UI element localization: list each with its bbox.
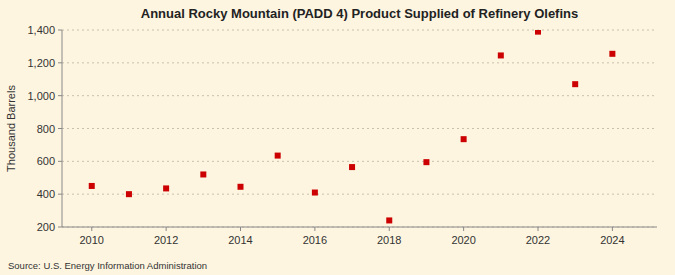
grid xyxy=(62,30,657,227)
point xyxy=(200,171,206,177)
y-tick-label: 200 xyxy=(37,221,55,233)
point xyxy=(572,81,578,87)
point xyxy=(461,136,467,142)
grid-line xyxy=(62,161,657,162)
y-tick-label: 600 xyxy=(37,155,55,167)
y-tick-label: 1,200 xyxy=(27,57,55,69)
x-tick-label: 2018 xyxy=(377,234,401,246)
grid-line xyxy=(62,128,657,129)
grid-line xyxy=(62,227,657,228)
x-tick-label: 2014 xyxy=(228,234,252,246)
point xyxy=(535,30,541,35)
y-tick-label: 800 xyxy=(37,123,55,135)
point xyxy=(89,183,95,189)
point xyxy=(275,153,281,159)
grid-line xyxy=(62,30,657,31)
point xyxy=(312,190,318,196)
grid-line xyxy=(62,62,657,63)
x-tick xyxy=(612,227,613,231)
y-tick xyxy=(58,227,62,228)
y-axis-line xyxy=(62,30,63,227)
y-tick xyxy=(58,95,62,96)
points xyxy=(89,30,616,223)
point xyxy=(386,217,392,223)
point xyxy=(163,185,169,191)
x-tick-label: 2016 xyxy=(303,234,327,246)
axes: 200 400 600 800 1,000 1,200 1,400 2010 2012 2014 2… xyxy=(27,24,657,246)
grid-line xyxy=(62,194,657,195)
y-tick-label: 400 xyxy=(37,188,55,200)
y-tick xyxy=(58,161,62,162)
x-tick-label: 2010 xyxy=(80,234,104,246)
point xyxy=(609,51,615,57)
y-tick-label: 1,000 xyxy=(27,90,55,102)
x-tick xyxy=(91,227,92,231)
y-tick xyxy=(58,194,62,195)
title: Annual Rocky Mountain (PADD 4) Product S… xyxy=(141,6,578,21)
point xyxy=(238,184,244,190)
point xyxy=(423,159,429,165)
y-axis-label: Thousand Barrels xyxy=(5,85,17,172)
x-tick-label: 2012 xyxy=(154,234,178,246)
point xyxy=(349,164,355,170)
chart-svg: 200 400 600 800 1,000 1,200 1,400 2010 2012 2014 2… xyxy=(0,0,675,275)
point xyxy=(498,52,504,58)
x-tick xyxy=(463,227,464,231)
x-tick-label: 2022 xyxy=(526,234,550,246)
x-tick xyxy=(389,227,390,231)
y-tick xyxy=(58,128,62,129)
x-tick-label: 2024 xyxy=(600,234,624,246)
chart-container: 200 400 600 800 1,000 1,200 1,400 2010 2012 2014 2… xyxy=(0,0,675,275)
y-tick xyxy=(58,62,62,63)
x-axis-line xyxy=(62,227,657,228)
x-tick xyxy=(240,227,241,231)
grid-line xyxy=(62,95,657,96)
point xyxy=(126,191,132,197)
y-tick-label: 1,400 xyxy=(27,24,55,36)
x-tick xyxy=(166,227,167,231)
source-note: Source: U.S. Energy Information Administ… xyxy=(8,260,207,271)
x-tick xyxy=(538,227,539,231)
x-tick xyxy=(314,227,315,231)
background xyxy=(0,0,675,275)
y-tick xyxy=(58,30,62,31)
x-tick-label: 2020 xyxy=(451,234,475,246)
